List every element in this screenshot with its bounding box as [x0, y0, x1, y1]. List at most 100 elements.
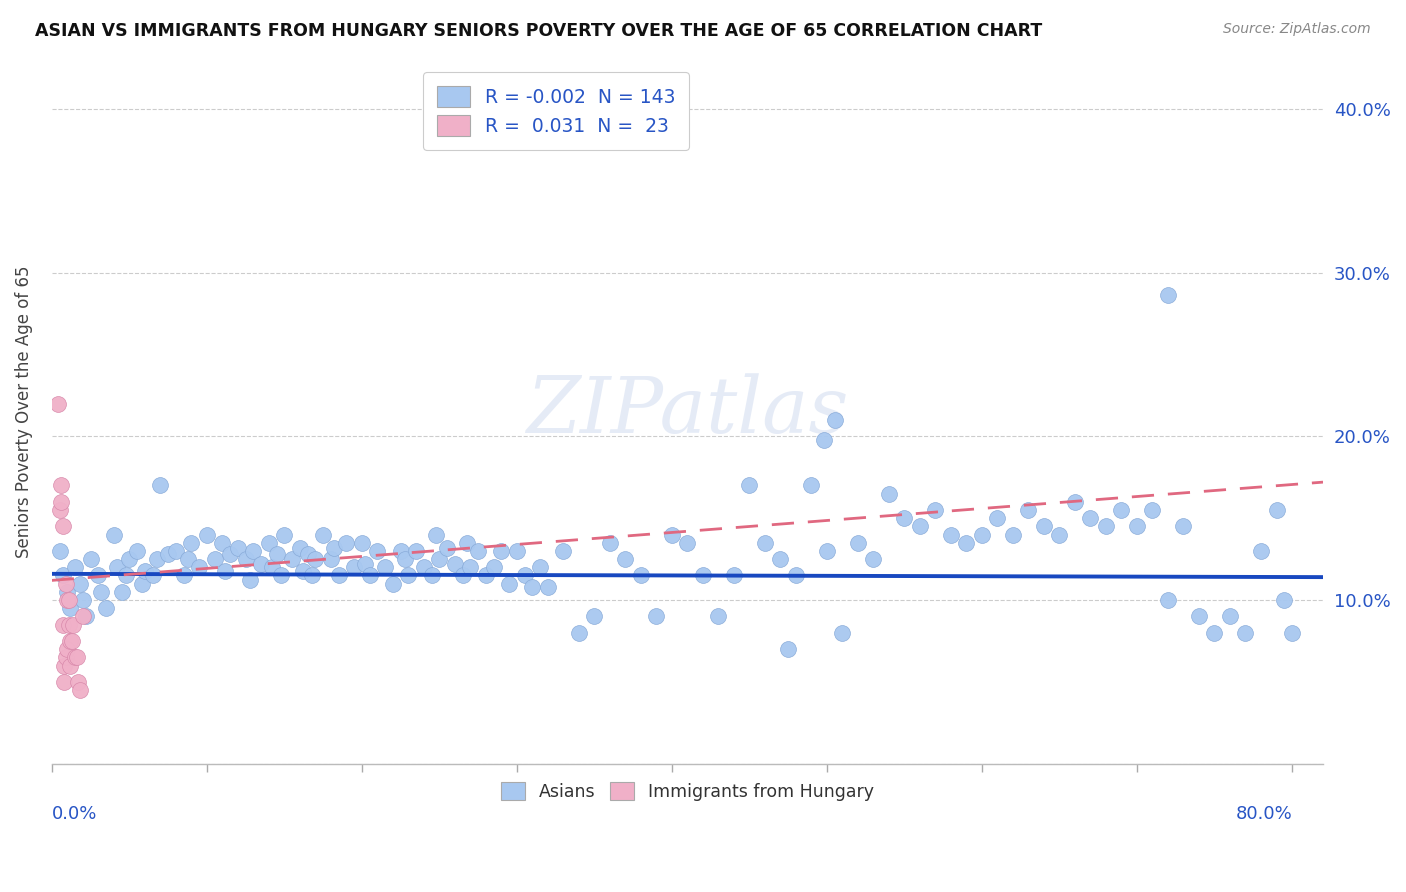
- Point: [319, 552, 342, 566]
- Point: [1272, 593, 1295, 607]
- Point: [381, 576, 404, 591]
- Point: [49, 478, 72, 492]
- Point: [304, 552, 326, 566]
- Point: [58, 617, 80, 632]
- Point: [125, 544, 148, 558]
- Legend: Asians, Immigrants from Hungary: Asians, Immigrants from Hungary: [494, 775, 880, 808]
- Point: [1017, 503, 1039, 517]
- Point: [55, 576, 77, 591]
- Point: [1157, 288, 1180, 302]
- Point: [58, 593, 80, 607]
- Point: [939, 527, 962, 541]
- Text: 0.0%: 0.0%: [52, 805, 97, 823]
- Point: [56, 642, 79, 657]
- Point: [537, 580, 560, 594]
- Point: [69, 576, 91, 591]
- Point: [48, 503, 70, 517]
- Point: [110, 585, 132, 599]
- Point: [529, 560, 551, 574]
- Point: [800, 478, 823, 492]
- Point: [56, 593, 79, 607]
- Point: [614, 552, 637, 566]
- Point: [893, 511, 915, 525]
- Point: [87, 568, 110, 582]
- Point: [250, 557, 273, 571]
- Point: [105, 560, 128, 574]
- Point: [343, 560, 366, 574]
- Point: [63, 650, 86, 665]
- Point: [420, 568, 443, 582]
- Point: [513, 568, 536, 582]
- Point: [877, 486, 900, 500]
- Point: [506, 544, 529, 558]
- Point: [815, 544, 838, 558]
- Point: [1173, 519, 1195, 533]
- Point: [46, 396, 69, 410]
- Point: [59, 658, 82, 673]
- Point: [1080, 511, 1102, 525]
- Point: [522, 580, 544, 594]
- Point: [53, 674, 76, 689]
- Point: [270, 568, 292, 582]
- Point: [1204, 625, 1226, 640]
- Point: [72, 609, 94, 624]
- Point: [661, 527, 683, 541]
- Point: [131, 576, 153, 591]
- Point: [692, 568, 714, 582]
- Point: [63, 560, 86, 574]
- Point: [235, 552, 257, 566]
- Point: [173, 568, 195, 582]
- Point: [322, 541, 344, 555]
- Point: [491, 544, 513, 558]
- Point: [257, 535, 280, 549]
- Point: [769, 552, 792, 566]
- Point: [239, 574, 262, 588]
- Text: 80.0%: 80.0%: [1236, 805, 1292, 823]
- Point: [645, 609, 668, 624]
- Point: [813, 433, 835, 447]
- Point: [53, 658, 76, 673]
- Point: [1111, 503, 1133, 517]
- Point: [425, 527, 447, 541]
- Point: [553, 544, 575, 558]
- Point: [335, 535, 357, 549]
- Point: [738, 478, 761, 492]
- Point: [354, 557, 377, 571]
- Point: [1219, 609, 1241, 624]
- Point: [288, 541, 311, 555]
- Point: [165, 544, 187, 558]
- Point: [75, 609, 97, 624]
- Point: [195, 527, 218, 541]
- Point: [273, 527, 295, 541]
- Point: [90, 585, 112, 599]
- Point: [436, 541, 458, 555]
- Point: [149, 478, 172, 492]
- Point: [389, 544, 412, 558]
- Point: [824, 413, 846, 427]
- Point: [204, 552, 226, 566]
- Text: ZIPatlas: ZIPatlas: [526, 374, 849, 450]
- Point: [1281, 625, 1303, 640]
- Point: [214, 564, 236, 578]
- Point: [134, 564, 156, 578]
- Point: [427, 552, 450, 566]
- Point: [1126, 519, 1149, 533]
- Point: [65, 650, 87, 665]
- Point: [297, 547, 319, 561]
- Point: [862, 552, 884, 566]
- Point: [394, 552, 416, 566]
- Point: [707, 609, 730, 624]
- Point: [291, 564, 314, 578]
- Point: [328, 568, 350, 582]
- Point: [1157, 593, 1180, 607]
- Point: [1033, 519, 1056, 533]
- Point: [94, 601, 117, 615]
- Point: [141, 568, 163, 582]
- Point: [1064, 495, 1087, 509]
- Point: [118, 552, 141, 566]
- Point: [1358, 241, 1381, 255]
- Point: [157, 547, 180, 561]
- Point: [219, 547, 242, 561]
- Point: [52, 519, 75, 533]
- Point: [723, 568, 745, 582]
